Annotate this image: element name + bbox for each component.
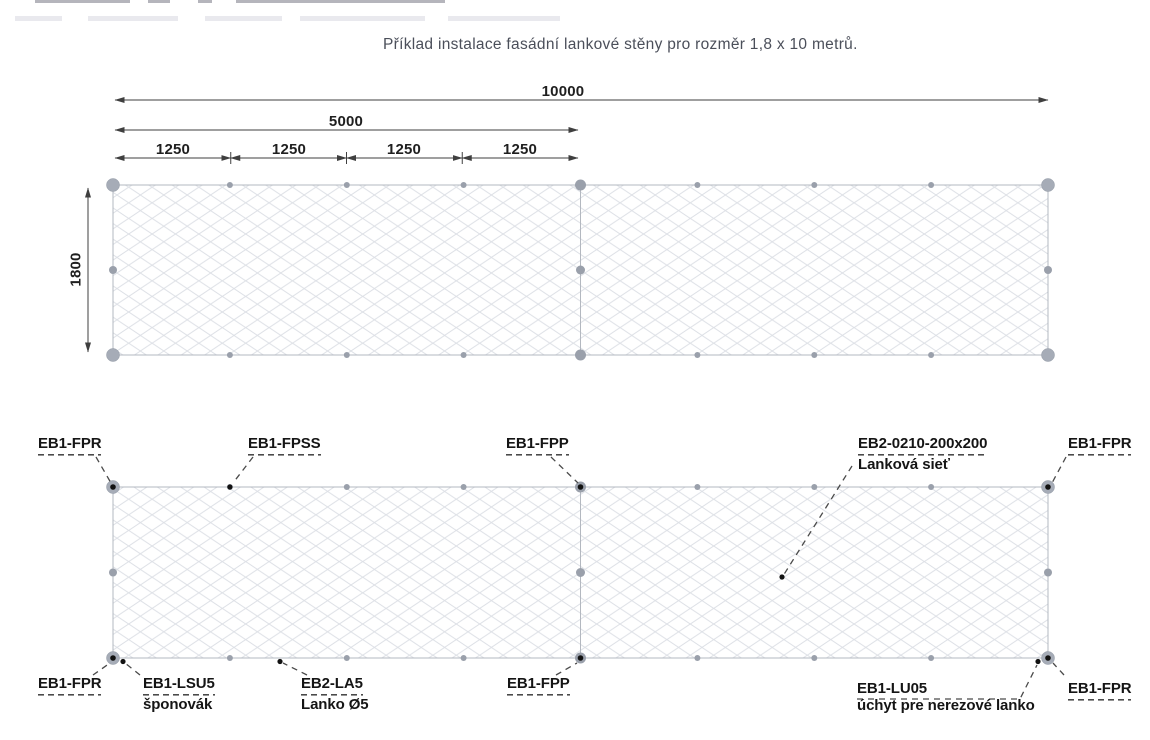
label-text: EB1-FPP (507, 676, 570, 696)
component-label-eb2-0210-lankova-siet: EB2-0210-200x200 Lanková sieť (858, 436, 987, 473)
callout-point-eb1-fpr-top-right (1045, 484, 1051, 490)
anchor-point (811, 352, 818, 358)
label-text: EB1-FPP (506, 436, 569, 456)
component-label-eb2-la5: EB2-LA5 Lanko Ø5 (301, 676, 369, 713)
component-label-eb1-fpr-bottom-right: EB1-FPR (1068, 681, 1132, 701)
component-label-eb1-fpss: EB1-FPSS (248, 436, 321, 456)
label-text: EB2-0210-200x200 (858, 436, 987, 456)
label-text: EB2-LA5 (301, 676, 363, 696)
label-subtext: šponovák (143, 696, 213, 713)
component-label-eb1-fpp-bottom: EB1-FPP (507, 676, 570, 696)
label-text: EB1-FPR (1068, 436, 1132, 456)
anchor-point (226, 655, 233, 661)
anchor-point (694, 182, 701, 188)
callout-point-lankova-siet (779, 574, 785, 580)
callout-point-eb1-lsu5 (120, 658, 126, 665)
anchor-point (575, 179, 586, 191)
component-label-eb1-fpr-bottom-left: EB1-FPR (38, 676, 102, 696)
anchor-point (928, 655, 935, 661)
anchor-point (928, 484, 935, 490)
anchor-point (575, 349, 586, 361)
callout-point-eb1-lu05 (1035, 658, 1041, 665)
anchor-point (928, 352, 935, 358)
anchor-point (811, 182, 818, 188)
dimension-value-1250-1: 1250 (155, 141, 191, 158)
anchor-point (576, 265, 585, 275)
cropped-text-fragments (15, 0, 560, 21)
anchor-point (343, 182, 350, 188)
anchor-point (460, 484, 467, 490)
corner-anchor (1041, 178, 1055, 192)
anchor-point (109, 266, 117, 274)
callout-point-eb1-fpss (227, 484, 233, 490)
anchor-point (576, 568, 585, 577)
component-label-eb1-lsu5: EB1-LSU5 šponovák (143, 676, 215, 713)
component-label-eb1-fpr-top-left: EB1-FPR (38, 436, 102, 456)
component-label-eb1-lu05: EB1-LU05 úchyt pre nerezové lanko (857, 681, 1035, 714)
label-subtext: Lanko Ø5 (301, 696, 369, 713)
anchor-point (1044, 266, 1052, 274)
top-net (106, 178, 1055, 362)
callout-point-eb1-fpr-top-left (110, 484, 116, 490)
anchor-point (460, 182, 467, 188)
dimension-value-1800: 1800 (67, 252, 85, 287)
label-text: EB1-LU05 (857, 680, 928, 697)
callout-point-eb1-fpp-top (577, 484, 584, 490)
page-title: Příklad instalace fasádní lankové stěny … (383, 36, 858, 53)
corner-anchor (106, 178, 120, 192)
anchor-point (694, 484, 701, 490)
anchor-point (343, 655, 350, 661)
anchor-point (811, 484, 818, 490)
leader-lines (92, 456, 1067, 700)
dimension-value-1250-3: 1250 (386, 141, 422, 158)
label-subtext: úchyt pre nerezové lanko (857, 697, 1035, 714)
anchor-point (928, 182, 935, 188)
anchor-point (811, 655, 818, 661)
callout-point-eb2-la5 (277, 658, 283, 665)
label-text: EB1-LSU5 (143, 676, 215, 696)
callout-point-eb1-fpr-bottom-left (110, 655, 116, 661)
dimension-value-10000: 10000 (541, 83, 585, 100)
anchor-point (694, 352, 701, 358)
anchor-point (343, 352, 350, 358)
bottom-net (106, 480, 1055, 665)
anchor-point (343, 484, 350, 490)
anchor-point (694, 655, 701, 661)
dimension-value-1250-4: 1250 (502, 141, 538, 158)
corner-anchor (106, 348, 120, 362)
anchor-point (226, 352, 233, 358)
callout-point-eb1-fpr-bottom-right (1045, 655, 1051, 661)
label-text: EB1-FPR (38, 436, 102, 456)
label-text: EB1-FPSS (248, 436, 321, 456)
corner-anchor (1041, 348, 1055, 362)
label-text: EB1-FPR (1068, 681, 1132, 701)
anchor-point (460, 352, 467, 358)
anchor-point (226, 182, 233, 188)
dimension-value-5000: 5000 (328, 113, 364, 130)
component-label-eb1-fpp-top: EB1-FPP (506, 436, 569, 456)
component-label-eb1-fpr-top-right: EB1-FPR (1068, 436, 1132, 456)
label-text: EB1-FPR (38, 676, 102, 696)
anchor-point (1044, 568, 1052, 577)
dimension-line-1250-chain (114, 152, 579, 164)
callout-point-eb1-fpp-bottom (577, 655, 584, 661)
dimension-value-1250-2: 1250 (271, 141, 307, 158)
anchor-point (109, 568, 117, 577)
anchor-point (460, 655, 467, 661)
label-subtext: Lanková sieť (858, 456, 950, 473)
